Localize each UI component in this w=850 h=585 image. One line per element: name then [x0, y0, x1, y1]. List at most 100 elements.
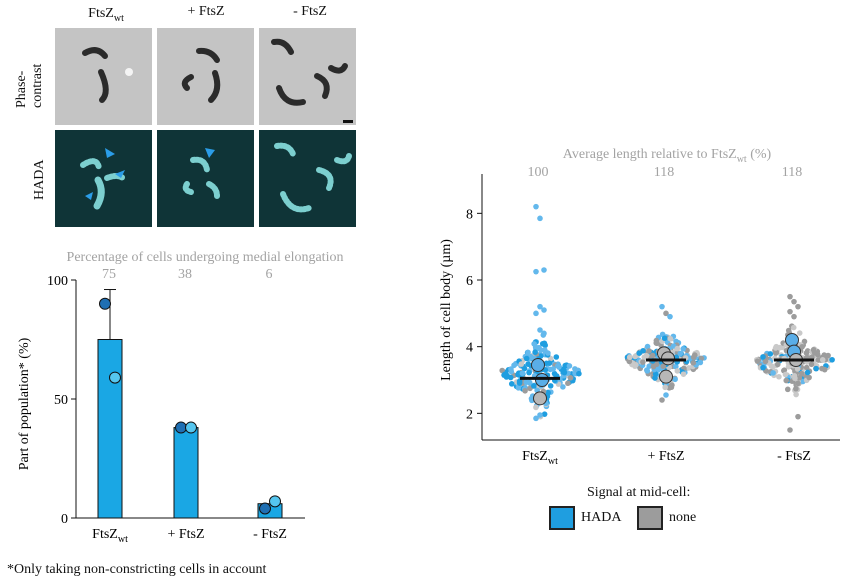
arrowhead-icon — [105, 148, 115, 158]
cell-point — [767, 351, 774, 357]
cell-point — [829, 356, 835, 363]
cell-point — [796, 330, 803, 336]
cell-point — [667, 335, 674, 342]
hada-panel-plus-ftsz — [157, 130, 254, 227]
scatter-header: Average length relative to FtsZwt (%) — [563, 147, 772, 165]
cell-point — [791, 372, 798, 379]
outlier-point — [537, 303, 543, 310]
replicate-point — [175, 421, 187, 434]
cell-point — [646, 363, 653, 369]
cell-point — [806, 374, 812, 381]
cell-point — [626, 354, 633, 361]
cells-image — [271, 38, 353, 123]
outlier-point — [659, 397, 665, 403]
row-label-phase-contrast: Phase- contrast — [14, 63, 45, 108]
cell-point — [644, 343, 651, 350]
cell-point — [773, 343, 780, 350]
outlier-point — [787, 427, 793, 433]
cell-point — [539, 340, 546, 347]
cell-point — [646, 348, 652, 354]
cell-point — [770, 370, 776, 376]
cell-point — [640, 359, 646, 365]
outlier-point — [533, 415, 539, 422]
cell-point — [762, 358, 769, 365]
cell-point — [798, 370, 805, 377]
cell-point — [508, 381, 515, 387]
cell-point — [526, 369, 532, 376]
cell-point — [673, 363, 679, 370]
cell-point — [697, 359, 704, 366]
cell-point — [508, 366, 514, 372]
outlier-point — [787, 308, 793, 315]
cell-point — [542, 367, 549, 373]
cell-point — [547, 383, 554, 389]
outlier-point — [663, 310, 669, 317]
cell-point — [550, 366, 556, 372]
outlier-point — [533, 310, 539, 317]
cell-point — [793, 385, 799, 392]
cell-point — [650, 363, 657, 370]
cell-point — [561, 369, 568, 376]
cell-point — [760, 354, 766, 360]
outlier-point — [791, 313, 797, 320]
cell-point — [785, 327, 792, 334]
replicate-mean-point — [785, 333, 799, 347]
replicate-point — [185, 421, 197, 434]
cell-point — [690, 354, 697, 361]
x-tick-label: + FtsZ — [647, 449, 684, 464]
phase-contrast-panel-plus-ftsz — [157, 28, 254, 125]
outlier-point — [791, 298, 797, 305]
cell-point — [668, 384, 675, 391]
replicate-mean-point — [659, 369, 673, 384]
cell-point — [674, 345, 681, 352]
legend-item-hada: HADA — [549, 506, 621, 530]
cell-point — [785, 364, 792, 370]
replicate-point — [109, 371, 121, 384]
outlier-point — [663, 392, 669, 398]
legend-swatch-none — [637, 506, 663, 530]
outlier-point — [537, 327, 543, 333]
cell-point — [790, 324, 797, 331]
cell-point — [565, 380, 571, 387]
scale-bar — [343, 120, 353, 123]
cell-point — [662, 384, 668, 391]
cell-point — [541, 411, 548, 417]
scatter-top-label: 100 — [528, 165, 549, 180]
cell-point — [641, 354, 648, 361]
cell-point — [781, 367, 788, 373]
outlier-point — [541, 307, 547, 313]
y-axis-label: Length of cell body (µm) — [439, 239, 454, 381]
x-tick-label: - FtsZ — [253, 527, 287, 542]
y-tick-label: 8 — [466, 207, 473, 222]
replicate-point — [99, 297, 111, 310]
cell-point — [523, 355, 530, 362]
outlier-point — [533, 268, 539, 275]
outlier-point — [787, 293, 793, 300]
cell-point — [819, 357, 826, 363]
cell-point — [754, 358, 761, 364]
scatter-top-label: 118 — [654, 165, 674, 180]
cell-point — [519, 370, 526, 377]
cell-point — [533, 404, 539, 411]
cell-point — [660, 363, 667, 370]
phase-contrast-panel-minus-ftsz — [259, 28, 356, 125]
cell-point — [794, 366, 801, 372]
cell-point — [776, 373, 782, 380]
x-tick-label: FtsZwt — [522, 449, 558, 467]
cell-point — [538, 347, 544, 353]
replicate-mean-point — [535, 373, 549, 387]
cell-point — [528, 395, 535, 402]
cell-point — [690, 359, 697, 366]
cell-point — [784, 386, 791, 393]
cell-point — [515, 385, 522, 391]
y-axis-label: Part of population* (%) — [17, 337, 32, 470]
cell-point — [680, 371, 687, 377]
bar-chart-header: Percentage of cells undergoing medial el… — [67, 250, 344, 265]
cell-point — [532, 349, 538, 356]
cell-point — [680, 346, 687, 352]
cell-point — [626, 358, 633, 365]
cell-point — [518, 361, 525, 367]
cell-length-scatter-chart: Average length relative to FtsZwt (%) 100… — [439, 147, 840, 467]
cell-point — [795, 380, 801, 387]
